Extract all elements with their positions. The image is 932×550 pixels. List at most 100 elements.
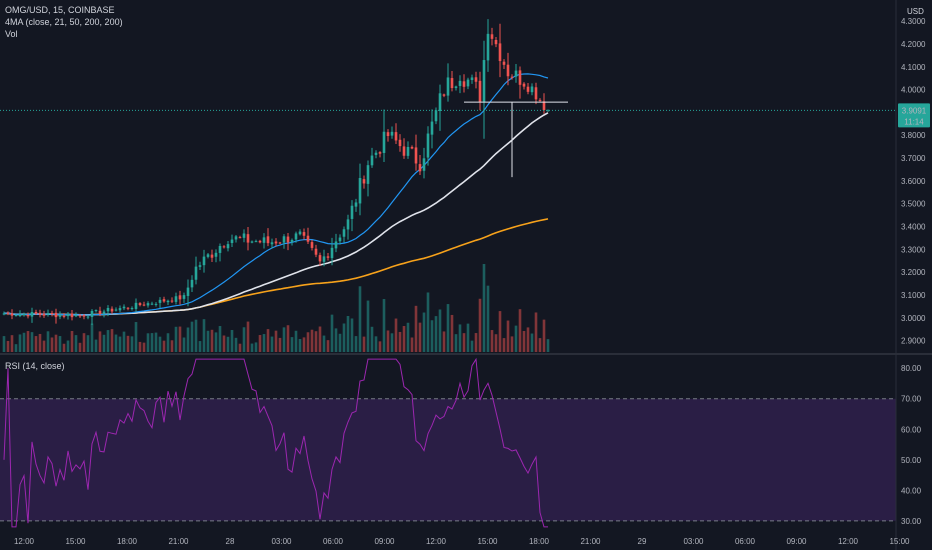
candle-body[interactable]: [214, 252, 218, 257]
candle-body[interactable]: [110, 308, 114, 312]
candle-body[interactable]: [294, 233, 298, 240]
candle-body[interactable]: [270, 242, 274, 245]
candle-body[interactable]: [398, 139, 402, 147]
candle-body[interactable]: [190, 279, 194, 288]
candle-body[interactable]: [222, 246, 226, 248]
candle-body[interactable]: [82, 315, 86, 317]
candle-body[interactable]: [210, 254, 214, 258]
candle-body[interactable]: [362, 179, 366, 184]
candle-body[interactable]: [42, 313, 46, 316]
candle-body[interactable]: [490, 34, 494, 39]
candle-body[interactable]: [126, 307, 130, 309]
candle-body[interactable]: [114, 309, 118, 311]
candle-body[interactable]: [26, 314, 30, 317]
candle-body[interactable]: [534, 87, 538, 100]
candle-body[interactable]: [514, 70, 518, 77]
candle-body[interactable]: [446, 77, 450, 96]
candle-body[interactable]: [250, 241, 254, 243]
candle-body[interactable]: [154, 303, 158, 305]
candle-body[interactable]: [274, 241, 278, 244]
candle-body[interactable]: [10, 313, 14, 316]
candle-body[interactable]: [178, 295, 182, 300]
candle-body[interactable]: [518, 70, 522, 85]
candle-body[interactable]: [370, 155, 374, 166]
candle-body[interactable]: [46, 313, 50, 315]
candle-body[interactable]: [522, 83, 526, 87]
candle-body[interactable]: [258, 240, 262, 243]
candle-body[interactable]: [166, 300, 170, 303]
volume-legend[interactable]: Vol: [5, 29, 18, 39]
candle-body[interactable]: [422, 158, 426, 171]
candle-body[interactable]: [86, 316, 90, 318]
candle-body[interactable]: [38, 312, 42, 315]
candle-body[interactable]: [202, 256, 206, 266]
candle-body[interactable]: [162, 299, 166, 302]
candle-body[interactable]: [482, 60, 486, 102]
candle-body[interactable]: [530, 86, 534, 93]
candle-body[interactable]: [450, 78, 454, 89]
candle-body[interactable]: [102, 311, 106, 314]
candle-body[interactable]: [302, 232, 306, 236]
ma-legend[interactable]: 4MA (close, 21, 50, 200, 200): [5, 17, 123, 27]
candle-body[interactable]: [158, 299, 162, 303]
candle-body[interactable]: [74, 315, 78, 317]
candle-body[interactable]: [150, 303, 154, 305]
candle-body[interactable]: [466, 79, 470, 87]
candle-body[interactable]: [318, 255, 322, 262]
candle-body[interactable]: [50, 313, 54, 315]
candle-body[interactable]: [310, 242, 314, 248]
candle-body[interactable]: [326, 256, 330, 258]
candle-body[interactable]: [106, 308, 110, 312]
candle-body[interactable]: [342, 229, 346, 237]
candle-body[interactable]: [198, 265, 202, 267]
candle-body[interactable]: [306, 235, 310, 242]
candle-body[interactable]: [66, 314, 70, 317]
candle-body[interactable]: [170, 300, 174, 302]
candle-body[interactable]: [54, 312, 58, 318]
candle-body[interactable]: [434, 110, 438, 122]
candle-body[interactable]: [298, 231, 302, 235]
candle-body[interactable]: [314, 248, 318, 255]
candle-body[interactable]: [62, 315, 66, 317]
candle-body[interactable]: [2, 313, 6, 315]
candle-body[interactable]: [538, 99, 542, 101]
candle-body[interactable]: [542, 101, 546, 110]
candle-body[interactable]: [94, 310, 98, 312]
candle-body[interactable]: [462, 81, 466, 87]
candle-body[interactable]: [390, 131, 394, 136]
candle-body[interactable]: [230, 239, 234, 244]
candle-body[interactable]: [186, 287, 190, 296]
candle-body[interactable]: [18, 314, 22, 317]
candle-body[interactable]: [226, 244, 230, 249]
candle-body[interactable]: [282, 236, 286, 243]
candle-body[interactable]: [458, 80, 462, 86]
candle-body[interactable]: [374, 152, 378, 155]
candle-body[interactable]: [386, 132, 390, 137]
candle-body[interactable]: [98, 310, 102, 315]
candle-body[interactable]: [134, 302, 138, 309]
candle-body[interactable]: [206, 254, 210, 257]
candle-body[interactable]: [90, 310, 94, 317]
candle-body[interactable]: [266, 236, 270, 244]
candle-body[interactable]: [142, 304, 146, 306]
candle-body[interactable]: [14, 315, 18, 317]
candle-body[interactable]: [470, 77, 474, 81]
candle-body[interactable]: [438, 93, 442, 111]
candle-body[interactable]: [182, 295, 186, 299]
candle-body[interactable]: [30, 312, 34, 317]
candle-body[interactable]: [546, 110, 550, 112]
candle-body[interactable]: [138, 303, 142, 306]
candle-body[interactable]: [286, 236, 290, 243]
candle-body[interactable]: [130, 308, 134, 310]
candle-body[interactable]: [426, 133, 430, 158]
candle-body[interactable]: [6, 312, 10, 314]
candle-body[interactable]: [174, 296, 178, 302]
candle-body[interactable]: [478, 80, 482, 103]
candle-body[interactable]: [494, 39, 498, 45]
candle-body[interactable]: [350, 205, 354, 219]
candle-body[interactable]: [502, 61, 506, 65]
candle-body[interactable]: [402, 146, 406, 156]
candle-body[interactable]: [218, 246, 222, 253]
candle-body[interactable]: [382, 131, 386, 153]
